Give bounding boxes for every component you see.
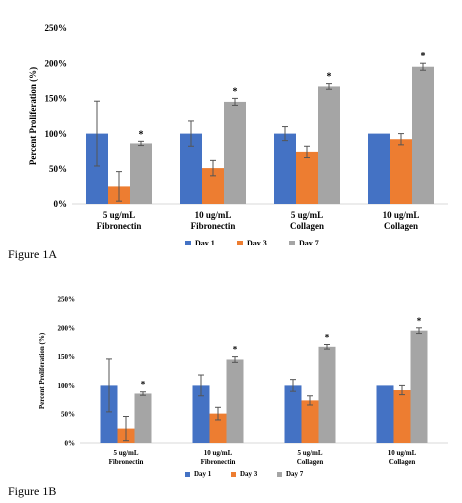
legend-swatch <box>277 472 282 477</box>
x-category-label: Collagen <box>290 221 324 231</box>
bar <box>318 86 340 204</box>
y-tick-label: 100% <box>45 129 68 139</box>
x-category-label: 10 ug/mL <box>195 210 232 220</box>
x-category-label: 10 ug/mL <box>383 210 420 220</box>
legend-label: Day 3 <box>247 239 267 245</box>
chart-figure-1b: 0% 50% 100% 150% 200% 250% Percent Proliferati… <box>38 295 448 478</box>
bar <box>410 330 428 443</box>
x-category-label: 5 ug/mL <box>297 449 322 457</box>
y-axis-title: Percent Proliferation (%) <box>38 332 46 409</box>
bar <box>202 168 224 204</box>
bar <box>134 393 152 443</box>
bar <box>209 413 227 443</box>
x-category-label: Collagen <box>384 221 418 231</box>
significance-marker: * <box>139 129 144 140</box>
bar <box>180 133 202 204</box>
x-category-label: Fibronectin <box>191 221 236 231</box>
significance-marker: * <box>325 333 330 343</box>
y-tick-label: 0% <box>65 439 76 447</box>
x-category-label: 5 ug/mL <box>103 210 135 220</box>
y-tick-label: 100% <box>58 382 76 390</box>
y-tick-label: 150% <box>45 94 68 104</box>
bar <box>274 133 296 204</box>
legend-label: Day 1 <box>194 470 212 478</box>
x-category-label: Collagen <box>389 458 416 466</box>
x-category-label: Fibronectin <box>109 458 144 466</box>
figure-1b-caption: Figure 1B <box>8 484 57 498</box>
legend-swatch <box>237 241 243 245</box>
y-tick-label: 250% <box>45 23 68 33</box>
legend-label: Day 7 <box>299 239 319 245</box>
bar <box>368 133 390 204</box>
bar <box>296 151 318 204</box>
bar <box>318 346 336 443</box>
y-tick-label: 200% <box>45 58 68 68</box>
y-tick-label: 50% <box>61 411 75 419</box>
bar <box>224 101 246 204</box>
legend-swatch <box>231 472 236 477</box>
x-category-label: Fibronectin <box>97 221 142 231</box>
bar <box>130 143 152 204</box>
legend-label: Day 7 <box>286 470 304 478</box>
x-category-label: 5 ug/mL <box>113 449 138 457</box>
bar <box>192 385 210 443</box>
legend-swatch <box>185 241 191 245</box>
significance-marker: * <box>233 86 238 97</box>
x-category-label: Collagen <box>297 458 324 466</box>
bar <box>284 385 302 443</box>
x-category-label: Fibronectin <box>201 458 236 466</box>
x-category-label: 10 ug/mL <box>204 449 233 457</box>
significance-marker: * <box>141 380 146 390</box>
bar <box>226 359 244 443</box>
legend-label: Day 1 <box>195 239 215 245</box>
legend-label: Day 3 <box>240 470 258 478</box>
bar <box>376 385 394 443</box>
chart-figure-1a: 0% 50% 100% 150% 200% 250% Percent Proliferati… <box>28 23 448 245</box>
y-tick-label: 250% <box>58 295 76 303</box>
bar <box>390 139 412 204</box>
bar <box>301 400 319 443</box>
significance-marker: * <box>327 72 332 83</box>
figure-1a-caption: Figure 1A <box>8 247 57 261</box>
significance-marker: * <box>233 345 238 355</box>
bar <box>100 385 118 443</box>
legend-swatch <box>289 241 295 245</box>
significance-marker: * <box>421 51 426 62</box>
y-tick-label: 0% <box>54 199 68 209</box>
x-category-label: 5 ug/mL <box>291 210 323 220</box>
y-tick-label: 150% <box>58 353 76 361</box>
bar <box>412 66 434 204</box>
legend-swatch <box>185 472 190 477</box>
bar <box>393 390 411 443</box>
y-tick-label: 200% <box>58 324 76 332</box>
y-tick-label: 50% <box>49 164 67 174</box>
bar <box>86 133 108 204</box>
x-category-label: 10 ug/mL <box>388 449 417 457</box>
significance-marker: * <box>417 316 422 326</box>
y-axis-title: Percent Proliferation (%) <box>28 67 38 165</box>
